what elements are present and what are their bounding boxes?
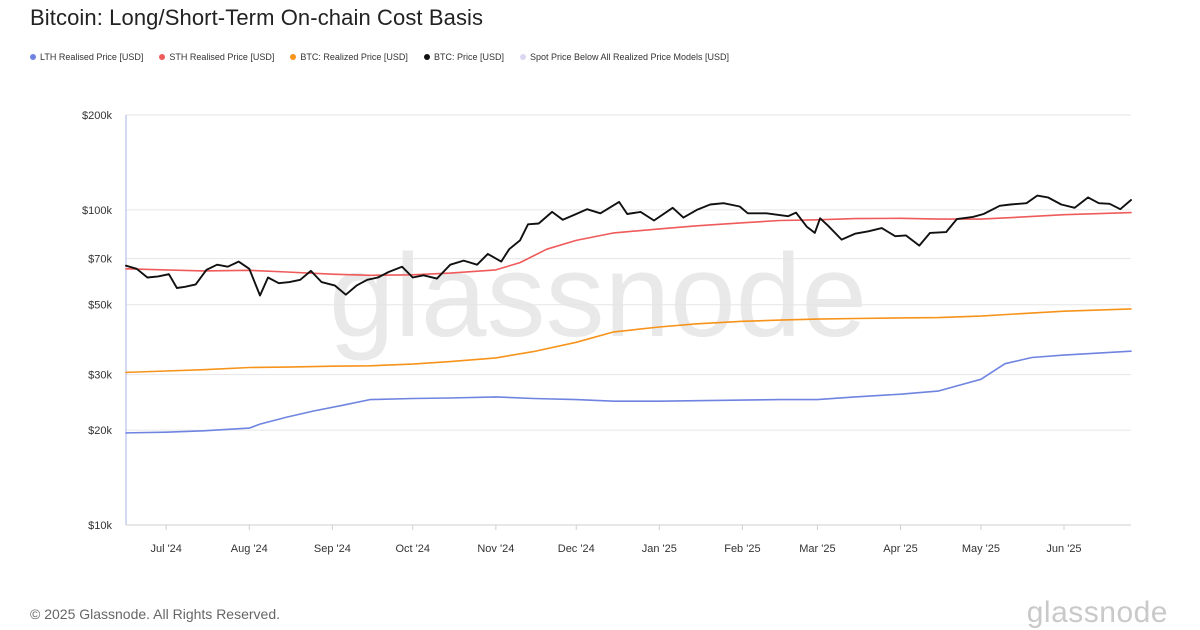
x-tick-label: Jan '25 xyxy=(642,543,677,555)
x-tick-label: Nov '24 xyxy=(477,543,514,555)
legend-swatch-lth xyxy=(30,54,36,60)
series-line-sth xyxy=(125,211,1132,277)
x-tick-label: Feb '25 xyxy=(724,543,760,555)
watermark-text: glassnode xyxy=(329,230,867,362)
y-axis-ticks: $10k $20k $30k $50k $70k $100k $200k xyxy=(82,110,112,532)
legend-item-lth[interactable]: LTH Realised Price [USD] xyxy=(30,52,143,62)
legend-swatch-sth xyxy=(159,54,166,60)
brand-logo: glassnode xyxy=(1026,596,1168,629)
x-tick-label: Oct '24 xyxy=(396,543,431,555)
x-tick-label: Sep '24 xyxy=(314,543,351,555)
x-tick-label: Mar '25 xyxy=(799,543,835,555)
y-tick-label: $100k xyxy=(82,205,112,217)
x-tick-label: Aug '24 xyxy=(231,543,268,555)
copyright-footer: © 2025 Glassnode. All Rights Reserved. xyxy=(30,606,281,622)
series-line-realized xyxy=(125,308,1132,374)
legend-swatch-price xyxy=(423,54,430,60)
legend-item-realized[interactable]: BTC: Realized Price [USD] xyxy=(290,52,408,62)
x-tick-label: Jul '24 xyxy=(150,543,181,555)
legend-label-spot-below: Spot Price Below All Realized Price Mode… xyxy=(529,52,730,62)
legend-item-price[interactable]: BTC: Price [USD] xyxy=(423,52,504,62)
series-lines xyxy=(125,194,1132,434)
legend-label-lth: LTH Realised Price [USD] xyxy=(40,52,144,62)
x-axis-ticks: Jul '24 Aug '24 Sep '24 Oct '24 Nov '24 Dec '… xyxy=(150,525,1082,555)
legend-label-price: BTC: Price [USD] xyxy=(433,52,504,62)
axes xyxy=(125,115,1131,526)
y-tick-label: $50k xyxy=(88,300,112,312)
legend-swatch-spot-below xyxy=(519,54,526,60)
y-tick-label: $70k xyxy=(88,254,112,266)
legend-label-sth: STH Realised Price [USD] xyxy=(169,52,275,62)
x-tick-label: Jun '25 xyxy=(1046,543,1081,555)
y-tick-label: $20k xyxy=(88,425,112,437)
x-tick-label: Dec '24 xyxy=(558,543,595,555)
y-tick-label: $200k xyxy=(82,110,112,122)
y-tick-label: $10k xyxy=(88,520,112,532)
chart-title: Bitcoin: Long/Short-Term On-chain Cost B… xyxy=(30,5,484,30)
x-tick-label: May '25 xyxy=(962,543,1000,555)
series-line-lth xyxy=(125,350,1132,434)
legend-item-spot-below[interactable]: Spot Price Below All Realized Price Mode… xyxy=(519,52,730,62)
grid-lines xyxy=(126,114,1131,526)
x-tick-label: Apr '25 xyxy=(883,543,918,555)
y-tick-label: $30k xyxy=(88,370,112,382)
chart-legend: LTH Realised Price [USD] STH Realised Pr… xyxy=(30,52,729,62)
legend-label-realized: BTC: Realized Price [USD] xyxy=(300,52,408,62)
legend-item-sth[interactable]: STH Realised Price [USD] xyxy=(159,52,274,62)
series-line-price xyxy=(125,194,1132,297)
legend-swatch-realized xyxy=(290,54,297,60)
